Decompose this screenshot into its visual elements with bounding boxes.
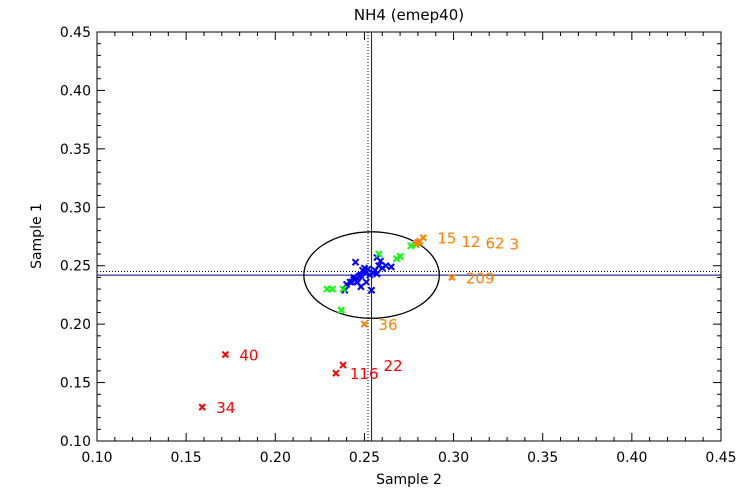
y-tick-label: 0.15 [60, 376, 91, 392]
x-tick-label: 0.40 [616, 450, 647, 466]
data-point-green [328, 285, 337, 293]
data-point-green [337, 306, 345, 314]
y-axis-label: Sample 1 [29, 203, 45, 269]
plot-frame [96, 31, 722, 442]
data-point-red [221, 350, 230, 359]
data-point-red [339, 361, 347, 369]
data-point-orange [448, 273, 456, 282]
point-label: 62 [485, 234, 504, 252]
data-point-orange [360, 320, 369, 328]
x-tick-label: 0.10 [81, 450, 112, 466]
y-tick-label: 0.30 [60, 200, 91, 216]
data-point-blue [362, 278, 370, 286]
data-point-blue [367, 286, 376, 294]
point-label: 15 [437, 230, 456, 248]
x-tick-label: 0.45 [705, 450, 736, 466]
y-tick-label: 0.35 [60, 142, 91, 158]
data-point-blue [376, 257, 385, 265]
data-point-red [198, 403, 206, 411]
data-point-blue [378, 264, 386, 272]
data-point-green [339, 285, 347, 293]
x-tick-label: 0.35 [527, 450, 558, 466]
y-tick-label: 0.45 [60, 25, 91, 41]
data-point-green [374, 250, 383, 258]
data-point-blue [366, 271, 374, 279]
x-tick-label: 0.20 [260, 450, 291, 466]
x-axis-label: Sample 2 [376, 472, 442, 488]
plot-area: 0.10 0.15 0.20 0.25 0.30 0.35 0.40 0.45 0.10 0.15… [60, 25, 737, 466]
point-label: 3 [510, 236, 520, 254]
data-point-green [407, 242, 415, 250]
point-label: 40 [239, 347, 258, 365]
y-tick-label: 0.10 [60, 434, 91, 450]
confidence-ellipse [303, 231, 440, 319]
y-tick-label: 0.25 [60, 259, 91, 275]
point-label: 22 [384, 357, 403, 375]
point-label: 34 [216, 399, 235, 417]
data-point-blue [360, 264, 369, 272]
point-label: 12 [461, 233, 480, 251]
data-point-blue [387, 263, 395, 271]
data-point-red [332, 369, 340, 377]
y-tick-label: 0.40 [60, 83, 91, 99]
point-label: 209 [466, 269, 495, 287]
data-point-blue [351, 258, 360, 266]
data-point-orange [412, 239, 420, 248]
x-tick-label: 0.15 [171, 450, 202, 466]
x-tick-label: 0.25 [349, 450, 380, 466]
data-point-blue [346, 278, 354, 286]
x-tick-label: 0.30 [438, 450, 469, 466]
chart-title: NH4 (emep40) [354, 6, 464, 24]
data-point-blue [357, 271, 365, 279]
data-point-blue [373, 270, 381, 278]
point-label: 116 [350, 365, 379, 383]
point-label: 36 [378, 316, 397, 334]
y-tick-label: 0.20 [60, 317, 91, 333]
data-point-green [396, 252, 404, 261]
